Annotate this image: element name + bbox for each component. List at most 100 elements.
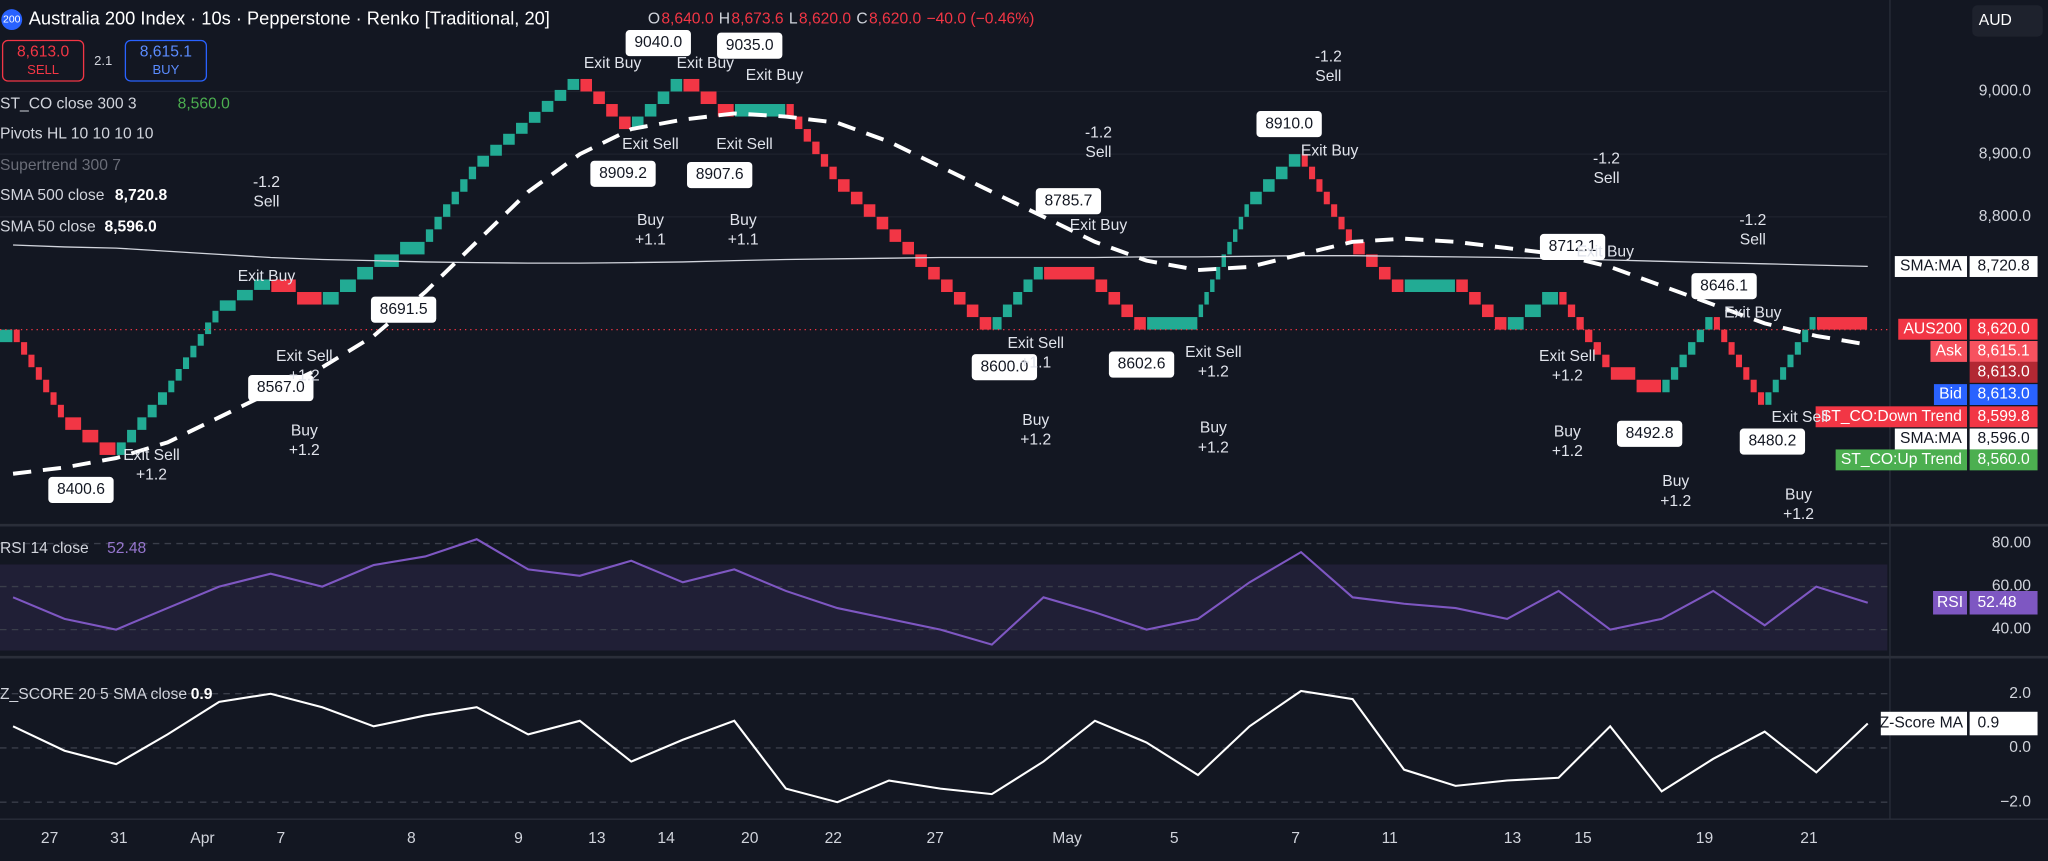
- pivot-box: [1539, 233, 1606, 260]
- renko-brick: [1210, 279, 1215, 293]
- renko-brick: [468, 166, 477, 180]
- renko-column: [65, 417, 116, 455]
- signal-label: Buy: [730, 212, 757, 229]
- currency-button[interactable]: [1972, 5, 2043, 37]
- pivot-label: 8492.8: [1626, 425, 1674, 442]
- renko-brick: [35, 367, 42, 380]
- signal-label: Buy: [1554, 424, 1581, 441]
- renko-brick: [460, 179, 468, 192]
- symbol-badge: [1, 9, 23, 31]
- renko-brick: [212, 310, 219, 323]
- renko-brick: [503, 133, 515, 145]
- series-tag-value-text: 0.9: [1977, 715, 1999, 732]
- renko-column: [992, 266, 1043, 330]
- signal-label: +1.1: [635, 232, 666, 249]
- price-tag-value: 8,613.0: [1977, 363, 2030, 380]
- renko-brick: [700, 91, 717, 105]
- renko-brick: [1108, 292, 1121, 305]
- pivot-label: 8602.6: [1118, 356, 1166, 373]
- pivot-box: [1256, 111, 1322, 138]
- renko-brick: [683, 78, 700, 92]
- renko-brick: [1670, 367, 1679, 380]
- renko-brick: [1353, 241, 1365, 255]
- renko-brick: [1366, 254, 1378, 267]
- indicator-value: 8,560.0: [178, 96, 231, 113]
- pane-value: 52.48: [107, 540, 146, 557]
- renko-column: [1404, 279, 1455, 293]
- sell-button[interactable]: [1, 39, 85, 82]
- signal-label: Exit Sell: [1772, 409, 1829, 426]
- signal-label: +1.2: [136, 467, 167, 484]
- series-tag: [1933, 590, 1968, 615]
- renko-column: [116, 392, 167, 455]
- renko-brick: [1391, 279, 1404, 293]
- pivot-box: [248, 374, 314, 402]
- spread: 2.1: [94, 53, 112, 68]
- renko-brick: [1816, 317, 1868, 330]
- renko-brick: [99, 442, 116, 455]
- x-tick-label: May: [1052, 830, 1082, 847]
- series-tag-value: [1969, 590, 2038, 615]
- signal-label: Exit Buy: [746, 67, 804, 84]
- renko-brick: [197, 334, 204, 346]
- renko-brick: [606, 104, 618, 117]
- renko-brick: [829, 166, 837, 180]
- price-tag-bg: [1969, 361, 2038, 383]
- renko-brick: [850, 191, 863, 205]
- signal-label: Buy: [1022, 412, 1049, 429]
- renko-brick: [1238, 216, 1244, 230]
- signal-label: Exit Buy: [1724, 305, 1782, 322]
- renko-column: [425, 166, 477, 242]
- price-tag-name-bg: [1894, 428, 1968, 450]
- indicator-name: Pivots HL 10 10 10 10: [0, 126, 154, 143]
- renko-brick: [157, 392, 167, 405]
- signal-label: Exit Buy: [677, 55, 735, 72]
- renko-brick: [175, 368, 182, 381]
- overlay: 200 Australia 200 Index · 10s · Pepperst…: [0, 5, 2043, 847]
- price-tag-name-bg: [1898, 318, 1968, 340]
- renko-brick: [182, 357, 190, 369]
- renko-brick: [1679, 354, 1687, 368]
- renko-column: [786, 104, 837, 180]
- renko-brick: [1288, 154, 1301, 167]
- price-tag-name: AUS200: [1903, 320, 1962, 337]
- renko-brick: [567, 78, 580, 90]
- pivot-box: [687, 162, 753, 189]
- renko-brick: [400, 241, 425, 255]
- signal-label: +1.2: [1783, 506, 1814, 523]
- price-tag-bg: [1969, 341, 2038, 362]
- renko-brick: [1688, 342, 1696, 355]
- ohlc-value: 8,620.0: [799, 11, 852, 28]
- renko-brick: [1721, 329, 1728, 343]
- renko-brick: [1301, 154, 1308, 167]
- price-tag-name: Ask: [1936, 343, 1962, 360]
- x-tick-label: 15: [1574, 830, 1592, 847]
- renko-brick: [254, 279, 271, 290]
- signal-label: Exit Sell: [276, 348, 333, 365]
- renko-brick: [1345, 229, 1352, 242]
- y-tick-label: 8,800.0: [1979, 208, 2032, 225]
- renko-brick: [1809, 317, 1816, 330]
- pivot-label: 8785.7: [1044, 192, 1092, 209]
- signal-label: +1.2: [289, 442, 320, 459]
- series-tag-name: Z-Score MA: [1880, 715, 1964, 732]
- renko-brick: [1309, 166, 1316, 180]
- renko-brick: [1772, 379, 1779, 393]
- renko-brick: [631, 116, 644, 130]
- renko-brick: [1559, 292, 1567, 305]
- renko-brick: [1802, 329, 1809, 343]
- price-tag-value: 8,720.8: [1977, 258, 2030, 275]
- renko-brick: [21, 342, 28, 355]
- signal-label: Sell: [1740, 232, 1766, 249]
- signal-label: +1.2: [1198, 363, 1229, 380]
- y-tick-label: −2.0: [2000, 793, 2031, 810]
- series-line: [12, 689, 1869, 804]
- signal-label: -1.2: [1739, 212, 1766, 229]
- renko-brick: [1147, 317, 1198, 330]
- renko-brick: [644, 104, 657, 117]
- price-tag-bg: [1969, 406, 2038, 428]
- signal-label: Exit Sell: [622, 136, 679, 153]
- renko-column: [1250, 154, 1301, 205]
- buy-button[interactable]: [124, 39, 208, 82]
- renko-brick: [190, 345, 197, 358]
